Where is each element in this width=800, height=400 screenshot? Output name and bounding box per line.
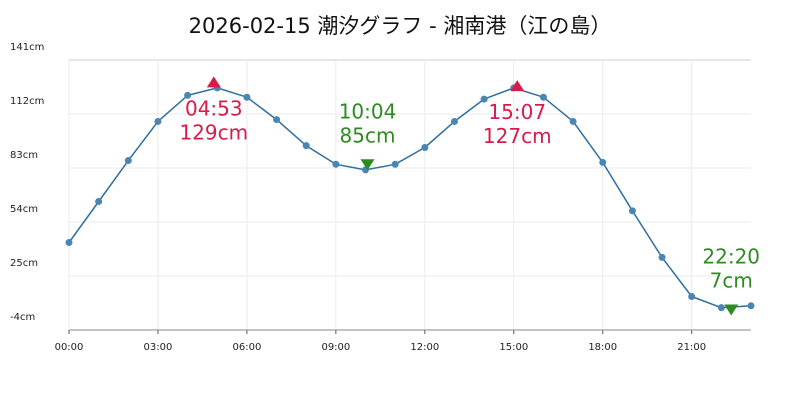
- tide-point: [273, 116, 281, 124]
- high-tide-marker: [510, 80, 525, 92]
- tide-point: [243, 93, 251, 101]
- x-tick-label: 09:00: [321, 342, 350, 353]
- tide-point: [65, 238, 73, 246]
- y-tick-label: -4cm: [10, 312, 35, 323]
- tide-point: [628, 207, 636, 215]
- x-tick-label: 21:00: [677, 342, 706, 353]
- high-tide-marker: [206, 76, 221, 88]
- y-tick-label: 25cm: [10, 258, 38, 269]
- high-tide-level-label: 127cm: [483, 124, 552, 148]
- low-tide-level-label: 85cm: [340, 123, 396, 147]
- tide-point: [450, 117, 458, 125]
- high-tide-level-label: 129cm: [179, 120, 248, 144]
- tide-point: [569, 117, 577, 125]
- tide-point: [95, 198, 103, 206]
- tide-line: [68, 87, 752, 309]
- line-layer: [68, 87, 752, 309]
- y-tick-label: 54cm: [10, 204, 38, 215]
- low-tide-time-label: 22:20: [702, 245, 760, 269]
- chart-title: 2026-02-15 潮汐グラフ - 湘南港（江の島）: [188, 14, 612, 38]
- y-tick-label: 83cm: [10, 150, 38, 161]
- tide-point: [302, 142, 310, 150]
- tide-point: [184, 91, 192, 99]
- tide-point: [391, 160, 399, 168]
- tide-point: [599, 158, 607, 166]
- x-tick-label: 12:00: [410, 342, 439, 353]
- low-tide-time-label: 10:04: [339, 99, 397, 123]
- tide-point: [539, 93, 547, 101]
- grid-layer: [68, 59, 751, 331]
- tide-point: [421, 144, 429, 152]
- y-tick-label: 141cm: [10, 42, 44, 53]
- high-tide-time-label: 04:53: [185, 96, 243, 120]
- tide-point: [747, 302, 755, 310]
- tide-point: [717, 304, 725, 312]
- low-tide-level-label: 7cm: [710, 269, 753, 293]
- low-tide-marker: [360, 159, 375, 171]
- x-tick-label: 00:00: [55, 342, 84, 353]
- tide-point: [480, 95, 488, 103]
- low-tide-marker: [724, 304, 739, 316]
- y-tick-label: 112cm: [10, 96, 44, 107]
- point-layer: [65, 84, 755, 312]
- axis-layer: 141cm 112cm 83cm 54cm 25cm -4cm 00:00 03:00 06:0…: [10, 42, 751, 353]
- tide-point: [124, 157, 132, 165]
- high-tide-time-label: 15:07: [488, 100, 546, 124]
- tide-point: [658, 253, 666, 261]
- x-tick-label: 18:00: [588, 342, 617, 353]
- tide-point: [154, 117, 162, 125]
- tide-point: [688, 292, 696, 300]
- x-tick-label: 15:00: [499, 342, 528, 353]
- tide-point: [332, 160, 340, 168]
- x-tick-label: 06:00: [232, 342, 261, 353]
- x-tick-label: 03:00: [144, 342, 173, 353]
